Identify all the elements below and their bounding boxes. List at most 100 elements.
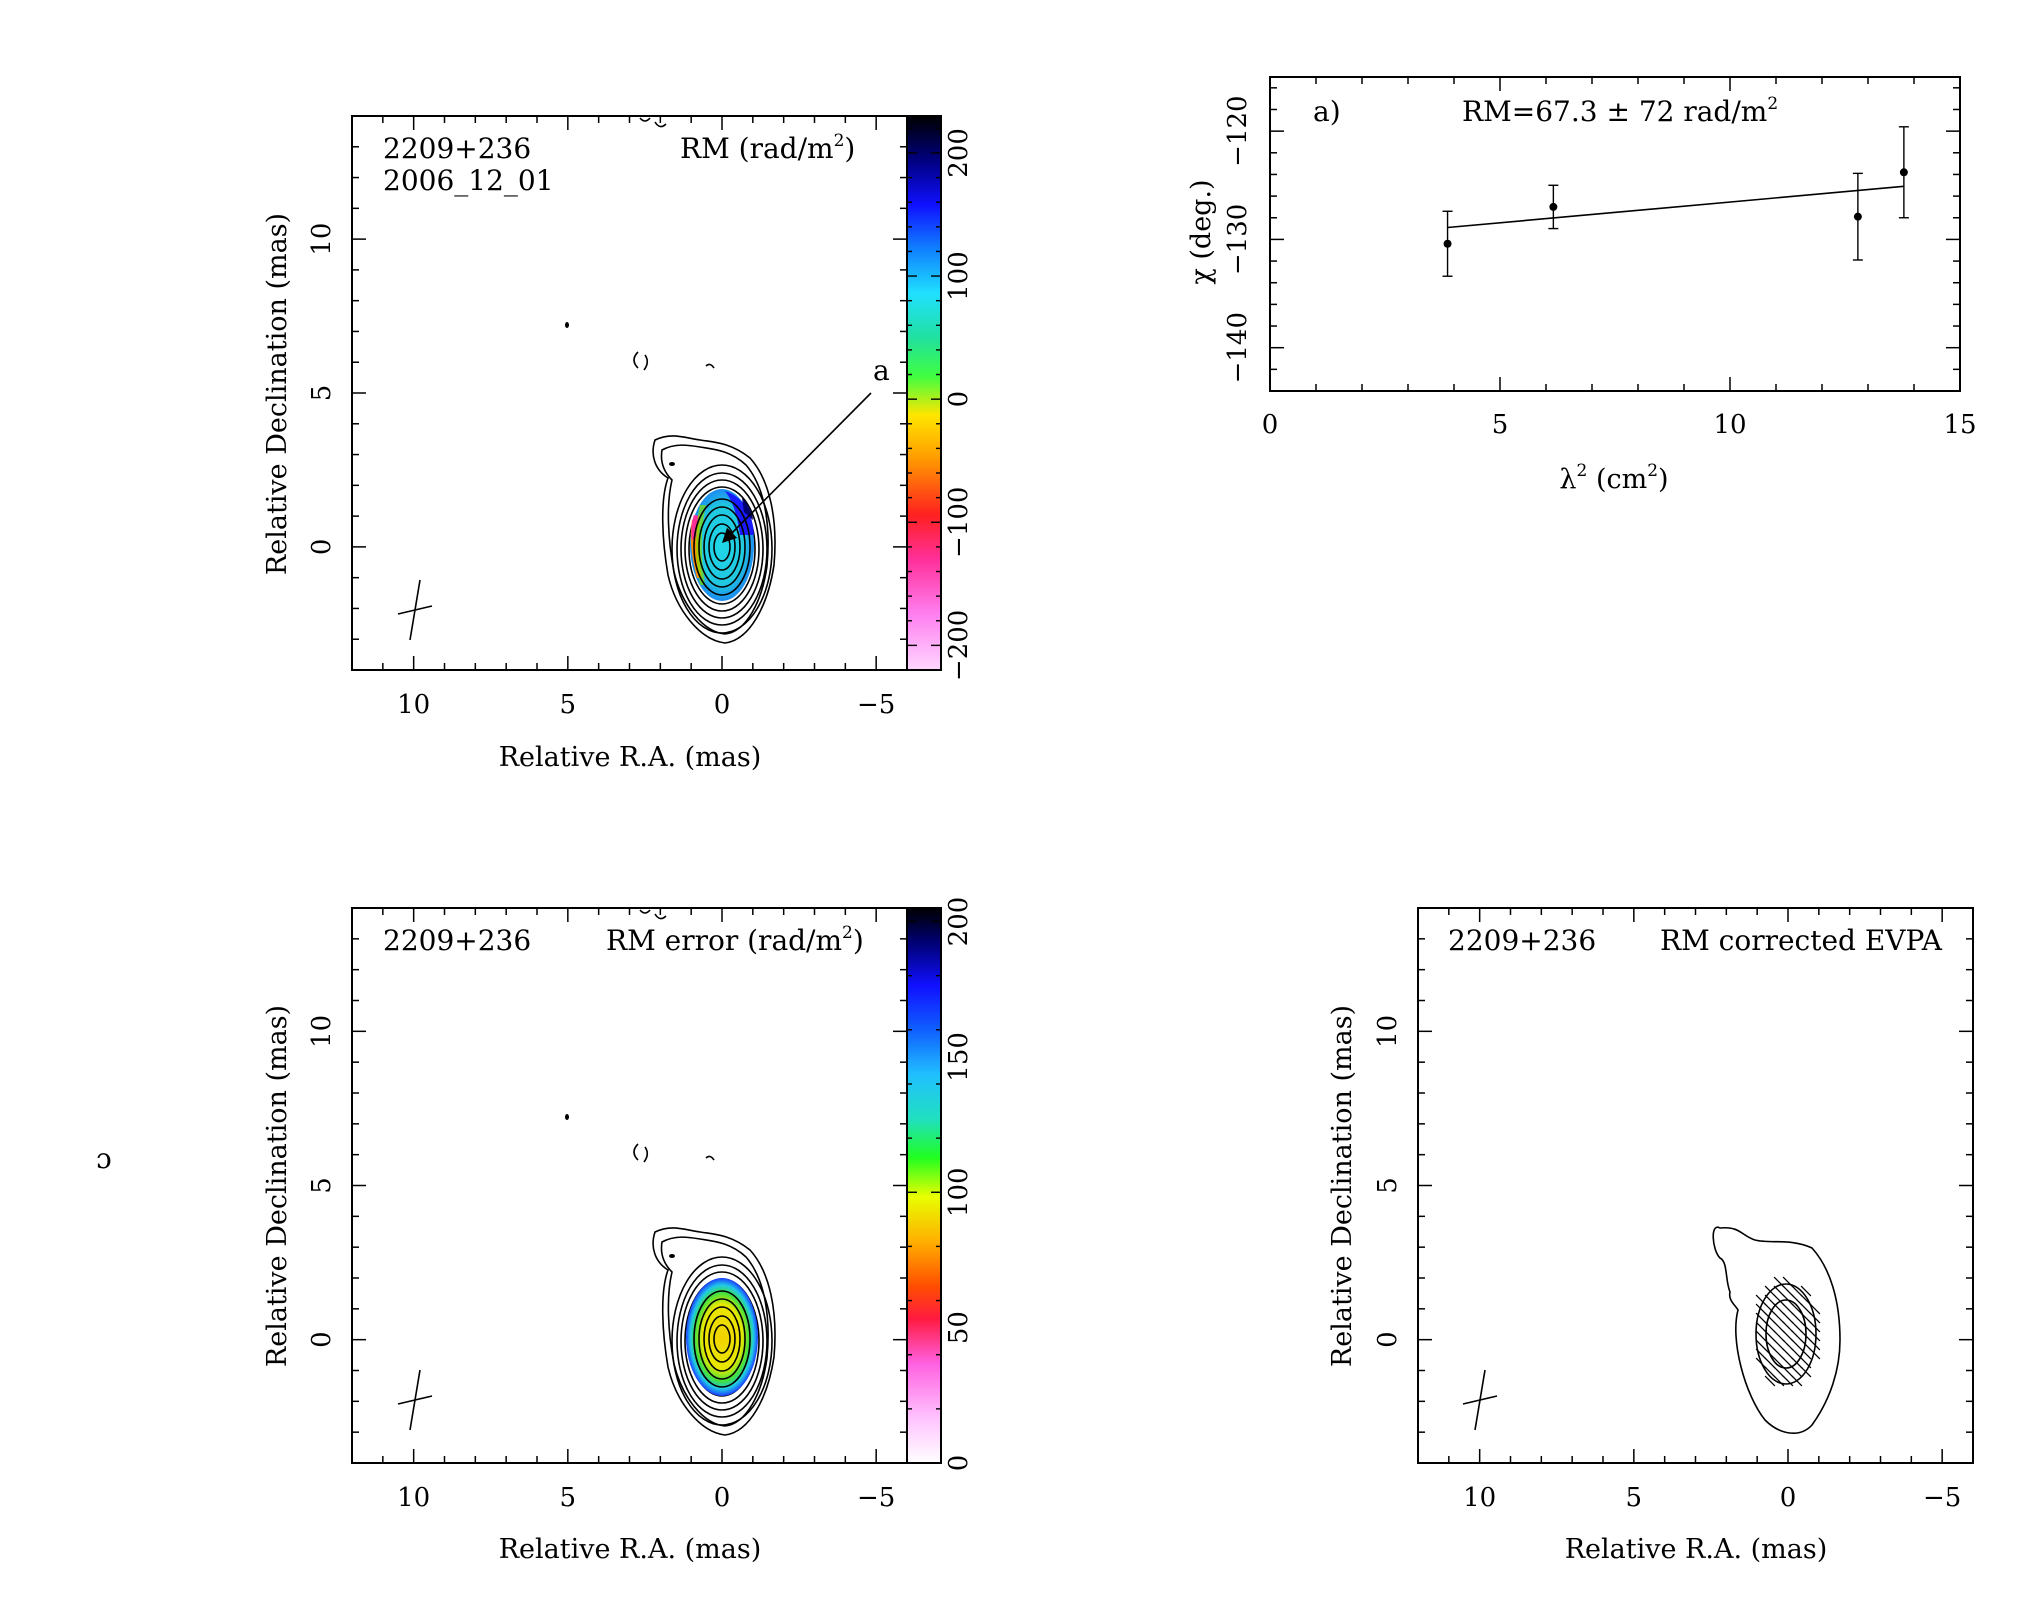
evpa-vector (1791, 1357, 1803, 1369)
evpa-vector (1782, 1339, 1794, 1351)
rm-error-colorbar-tick-label: 100 (944, 1167, 974, 1217)
rm-map-ytick-label: 0 (307, 539, 337, 556)
fit-point (1853, 212, 1862, 221)
fit-xtick-label: 15 (1943, 410, 1976, 440)
evpa-panel: 10 5 0 −5 0 5 10 2209+236 RM corrected EVPA Re… (1327, 907, 1974, 1565)
rm-error-frame (351, 907, 908, 1464)
rm-error-colorbar-frame (906, 907, 942, 1464)
evpa-xtick-label: 5 (1626, 1483, 1643, 1513)
evpa-frame (1417, 907, 1974, 1464)
fit-xlabel: λ2 (cm2) (1559, 461, 1668, 495)
fit-ylabel: χ (deg.) (1186, 179, 1217, 284)
contour-dot (669, 1254, 675, 1258)
evpa-vector (1755, 1312, 1767, 1324)
rm-error-xtick-label: −5 (857, 1483, 895, 1513)
rm-map-source: 2209+236 (383, 132, 531, 165)
evpa-vector (1782, 1303, 1794, 1315)
rm-colorbar-ticks: 200 100 0 −100 −200 (907, 127, 974, 681)
evpa-vector (1800, 1312, 1812, 1324)
evpa-vector (1782, 1294, 1794, 1306)
evpa-vector (1764, 1285, 1776, 1297)
evpa-vector (1791, 1312, 1803, 1324)
rm-map-xtick-label: −5 (857, 690, 895, 720)
evpa-vector (1755, 1348, 1767, 1360)
rm-colorbar-tick-label: 200 (944, 128, 974, 178)
rm-map-frame (351, 115, 908, 671)
fit-point (1899, 168, 1908, 177)
fit-point (1549, 202, 1558, 211)
rm-map-panel: 10 5 0 −5 0 5 10 200 100 0 −100 −200 2209+236 2006… (262, 115, 974, 773)
evpa-contour-inner (1755, 1283, 1817, 1385)
evpa-vector (1755, 1294, 1767, 1306)
evpa-xtick-label: 0 (1780, 1483, 1797, 1513)
evpa-ytick-label: 10 (1373, 1015, 1403, 1048)
evpa-vector (1773, 1321, 1785, 1333)
rm-error-beam (397, 1369, 433, 1431)
evpa-vector (1791, 1366, 1803, 1378)
evpa-vector (1764, 1357, 1776, 1369)
evpa-vector (1809, 1321, 1821, 1333)
rm-colorbar-tick-label: 100 (944, 251, 974, 301)
rm-error-ytick-label: 5 (307, 1177, 337, 1194)
contour-dot (565, 322, 569, 328)
evpa-vector (1809, 1330, 1821, 1342)
evpa-title: RM corrected EVPA (1660, 924, 1943, 957)
contour-ring (680, 479, 764, 619)
evpa-vector (1773, 1285, 1785, 1297)
rm-map-title: RM (rad/m2) (680, 131, 855, 165)
contour-ring (680, 1271, 764, 1411)
contour-inner-ring (703, 1306, 741, 1372)
evpa-vector (1764, 1321, 1776, 1333)
contour-outer (660, 444, 769, 635)
rm-error-xtick-label: 10 (397, 1483, 430, 1513)
evpa-vector (1800, 1294, 1812, 1306)
rm-map-annotation-label: a (873, 354, 890, 387)
rm-error-colorbar-tick-label: 200 (944, 897, 974, 947)
rm-colorbar-frame (906, 115, 942, 671)
evpa-vector (1782, 1312, 1794, 1324)
evpa-contour-inner (1765, 1299, 1807, 1369)
rm-error-xlabel: Relative R.A. (mas) (499, 1534, 762, 1565)
fit-panel-label: a) (1313, 95, 1341, 128)
fit-ytick-label: −120 (1223, 95, 1253, 166)
contour-inner-ring (703, 514, 741, 580)
contour-ring (676, 472, 768, 626)
evpa-xtick-label: −5 (1923, 1483, 1961, 1513)
evpa-ylabel: Relative Declination (mas) (1327, 1005, 1358, 1367)
evpa-beam (1462, 1369, 1498, 1431)
rm-error-ytick-label: 10 (307, 1015, 337, 1048)
contour-outer (652, 1227, 776, 1436)
evpa-vector (1800, 1285, 1812, 1297)
evpa-vector (1800, 1339, 1812, 1351)
evpa-vector (1782, 1276, 1794, 1288)
fit-panel: 0 5 10 15 −120 −130 −140 a) RM=67.3 ± 72 rad/m… (1186, 76, 1977, 495)
rm-map-xtick-label: 10 (397, 690, 430, 720)
evpa-vector (1773, 1348, 1785, 1360)
rm-colorbar (907, 116, 941, 670)
evpa-vector (1782, 1366, 1794, 1378)
evpa-vector (1800, 1303, 1812, 1315)
rm-map-ytick-label: 10 (307, 223, 337, 256)
evpa-vector (1755, 1357, 1767, 1369)
contour-inner-ring (708, 1315, 736, 1363)
rm-map-ylabel: Relative Declination (mas) (262, 213, 293, 575)
evpa-vector (1791, 1330, 1803, 1342)
evpa-vector (1764, 1330, 1776, 1342)
evpa-source: 2209+236 (1448, 924, 1596, 957)
evpa-vector (1773, 1312, 1785, 1324)
contour-inner-ring (698, 1298, 746, 1380)
contour-ring (671, 464, 773, 634)
evpa-vectors (1755, 1276, 1821, 1387)
contour-inner-ring (708, 523, 736, 571)
rm-map-xtick-label: 0 (714, 690, 731, 720)
evpa-vector (1782, 1330, 1794, 1342)
evpa-vector (1800, 1366, 1812, 1378)
rm-map-xlabel: Relative R.A. (mas) (499, 742, 762, 773)
rm-error-region (686, 1278, 758, 1396)
evpa-vector (1782, 1357, 1794, 1369)
contour-ring (676, 1264, 768, 1418)
rm-colorbar-tick-label: −200 (944, 610, 974, 681)
evpa-ytick-label: 0 (1373, 1331, 1403, 1348)
rm-map-beam (397, 579, 433, 641)
